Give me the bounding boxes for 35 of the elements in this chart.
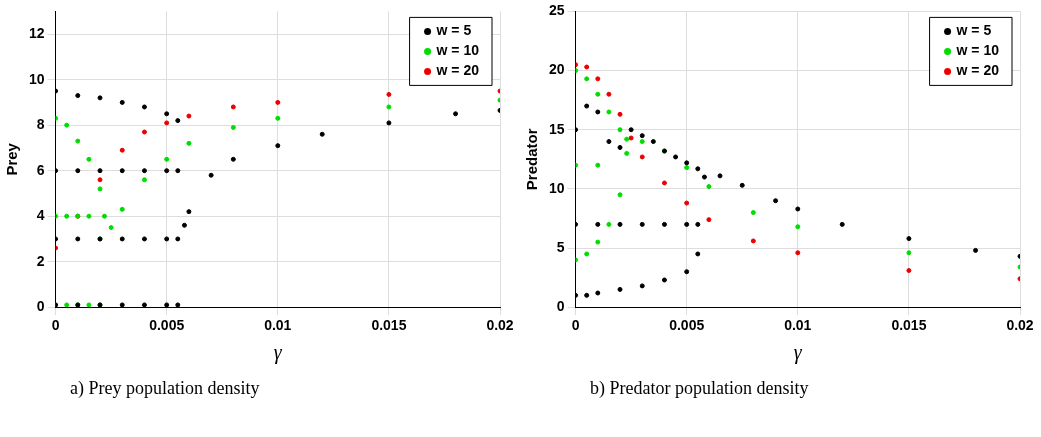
x-tick-label: 0.02 [1006, 317, 1034, 334]
legend-label: w = 20 [955, 62, 1000, 79]
x-tick-label: 0.015 [891, 317, 927, 334]
x-tick-label: 0 [571, 317, 580, 334]
x-axis-title: γ [793, 341, 803, 365]
y-tick-label: 10 [548, 179, 565, 196]
x-tick-label: 0.005 [149, 317, 185, 334]
x-tick-label: 0.01 [784, 317, 812, 334]
y-tick-label: 20 [548, 61, 565, 78]
legend-label: w = 10 [435, 42, 480, 59]
y-tick-label: 6 [36, 161, 45, 178]
y-tick-label: 10 [28, 70, 45, 87]
legend-label: w = 5 [955, 22, 992, 39]
y-axis-title: Predator [523, 128, 541, 191]
legend-label: w = 5 [435, 22, 472, 39]
legend-label: w = 10 [955, 42, 1000, 59]
legend-label: w = 20 [435, 62, 480, 79]
text: b) Predator population density [590, 378, 810, 399]
x-tick-label: 0.01 [264, 317, 292, 334]
y-tick-label: 0 [556, 298, 565, 315]
x-tick-label: 0.02 [486, 317, 514, 334]
y-tick-label: 8 [36, 116, 45, 133]
y-tick-label: 5 [556, 238, 565, 255]
x-tick-label: 0.015 [371, 317, 407, 334]
y-tick-label: 2 [36, 252, 45, 269]
x-tick-label: 0 [51, 317, 60, 334]
x-axis-title: γ [273, 341, 283, 365]
x-tick-label: 0.005 [669, 317, 705, 334]
y-tick-label: 25 [548, 2, 565, 19]
y-tick-label: 4 [36, 207, 45, 224]
y-tick-label: 0 [36, 298, 45, 315]
text: a) Prey population density [70, 378, 261, 399]
y-axis-title: Prey [3, 142, 21, 176]
y-tick-label: 12 [28, 25, 45, 42]
y-tick-label: 15 [548, 120, 565, 137]
